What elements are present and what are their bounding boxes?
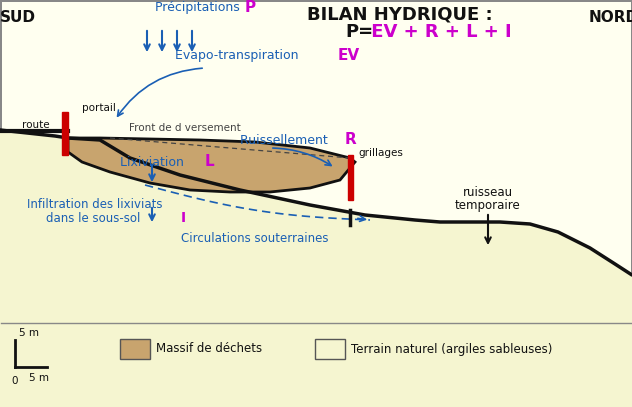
Text: I: I xyxy=(181,211,186,225)
Text: dans le sous-sol: dans le sous-sol xyxy=(46,212,144,225)
Text: grillages: grillages xyxy=(358,148,403,158)
Bar xyxy=(2,322,631,405)
Bar xyxy=(2,2,631,322)
Text: temporaire: temporaire xyxy=(455,199,521,212)
Text: NORD: NORD xyxy=(589,11,632,26)
Polygon shape xyxy=(68,138,355,192)
Text: 0: 0 xyxy=(11,376,18,386)
Text: R: R xyxy=(345,133,356,147)
Bar xyxy=(348,155,353,200)
Text: Ruissellement: Ruissellement xyxy=(240,133,332,147)
Bar xyxy=(62,112,68,155)
Text: P: P xyxy=(245,0,256,15)
Text: 5 m: 5 m xyxy=(19,328,39,338)
Text: 5 m: 5 m xyxy=(29,373,49,383)
Text: Précipitations: Précipitations xyxy=(155,2,244,15)
Text: SUD: SUD xyxy=(0,11,36,26)
Text: Massif de déchets: Massif de déchets xyxy=(156,343,262,355)
Text: Lixiviation: Lixiviation xyxy=(120,155,188,168)
Text: Front de d versement: Front de d versement xyxy=(129,123,241,133)
Text: BILAN HYDRIQUE :: BILAN HYDRIQUE : xyxy=(307,6,493,24)
Text: portail: portail xyxy=(82,103,116,113)
Bar xyxy=(315,339,345,359)
Text: Circulations souterraines: Circulations souterraines xyxy=(181,232,329,245)
Text: Evapo-transpiration: Evapo-transpiration xyxy=(175,48,303,61)
Text: route: route xyxy=(22,120,50,130)
Text: Terrain naturel (argiles sableuses): Terrain naturel (argiles sableuses) xyxy=(351,343,552,355)
Text: L: L xyxy=(205,155,215,169)
Text: EV: EV xyxy=(338,48,360,63)
Polygon shape xyxy=(0,130,632,407)
Text: ruisseau: ruisseau xyxy=(463,186,513,199)
Bar xyxy=(120,339,150,359)
Text: P=: P= xyxy=(345,23,373,41)
Text: Infiltration des lixiviats: Infiltration des lixiviats xyxy=(27,199,163,212)
Text: EV + R + L + I: EV + R + L + I xyxy=(365,23,512,41)
